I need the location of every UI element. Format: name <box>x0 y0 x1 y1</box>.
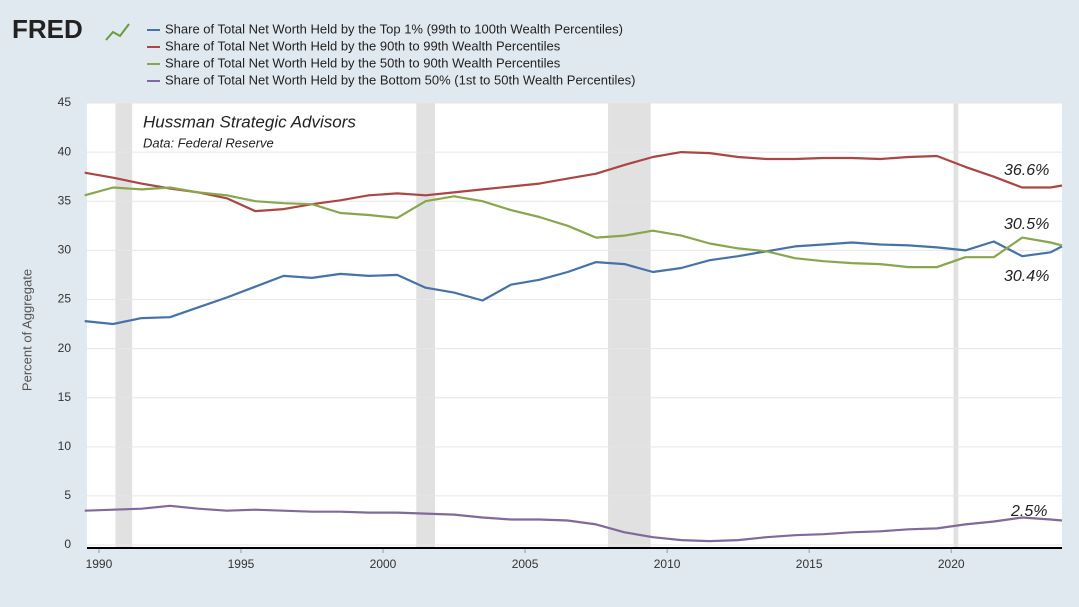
legend-label: Share of Total Net Worth Held by the 90t… <box>165 38 561 53</box>
y-tick-label: 10 <box>58 439 72 453</box>
annotation: 2.5% <box>1010 503 1047 520</box>
y-tick-label: 15 <box>58 390 72 404</box>
y-tick-label: 45 <box>58 95 72 109</box>
recession-band <box>953 103 959 548</box>
y-axis-label: Percent of Aggregate <box>19 269 34 391</box>
y-tick-label: 40 <box>58 144 72 158</box>
y-tick-label: 0 <box>64 537 71 551</box>
y-tick-label: 30 <box>58 243 72 257</box>
subtitle: Hussman Strategic Advisors <box>143 112 356 131</box>
series-line <box>84 186 1063 269</box>
series-line <box>84 151 1063 213</box>
recession-band <box>608 103 651 548</box>
recession-band <box>115 103 133 548</box>
x-tick-label: 2000 <box>370 557 397 571</box>
y-tick-label: 20 <box>58 341 72 355</box>
x-tick-label: 2005 <box>512 557 539 571</box>
x-tick-label: 2015 <box>796 557 823 571</box>
recession-band <box>416 103 436 548</box>
x-tick-label: 2020 <box>938 557 965 571</box>
legend-label: Share of Total Net Worth Held by the Bot… <box>165 72 635 87</box>
source-note: Data: Federal Reserve <box>143 135 274 150</box>
series-line <box>84 504 1063 543</box>
legend-label: Share of Total Net Worth Held by the 50t… <box>165 55 561 70</box>
y-tick-label: 25 <box>58 292 72 306</box>
plot-area <box>87 103 1062 548</box>
y-tick-label: 35 <box>58 193 72 207</box>
logo-icon <box>105 23 130 41</box>
series-line <box>84 240 1063 326</box>
y-tick-label: 5 <box>64 488 71 502</box>
brand-logo: FRED <box>12 14 83 44</box>
legend-label: Share of Total Net Worth Held by the Top… <box>165 21 623 36</box>
x-tick-label: 2010 <box>654 557 681 571</box>
annotation: 36.6% <box>1004 162 1049 179</box>
x-tick-label: 1990 <box>86 557 113 571</box>
annotation: 30.4% <box>1004 268 1049 285</box>
annotation: 30.5% <box>1004 216 1049 233</box>
x-tick-label: 1995 <box>228 557 255 571</box>
